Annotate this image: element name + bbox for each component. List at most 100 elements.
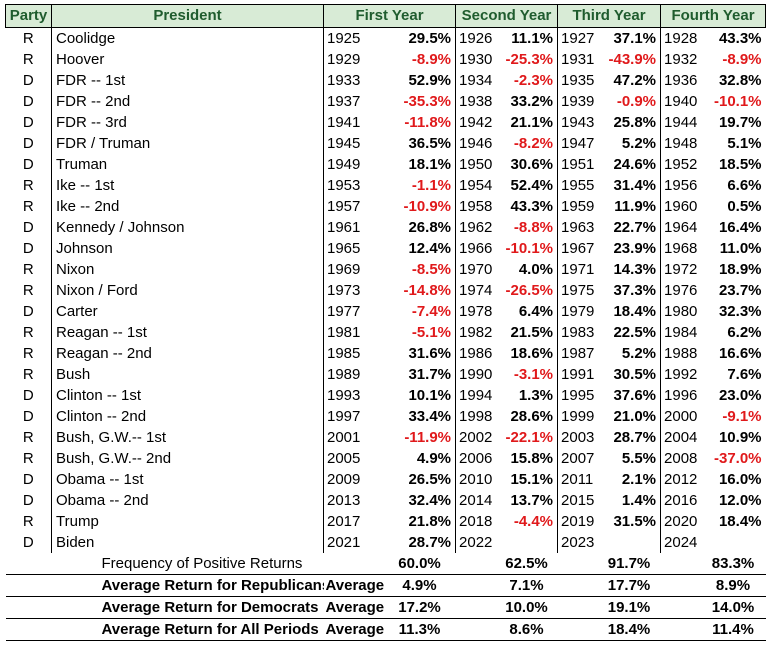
second-year-return: 30.6% <box>495 154 559 175</box>
fourth-year-return: 23.0% <box>718 386 762 404</box>
third-year: 1987 <box>561 344 595 362</box>
average-word: Average <box>323 618 384 641</box>
second-year: 2006 <box>459 449 493 467</box>
second-year: 2018 <box>459 512 493 530</box>
third-year-return: 31.4% <box>597 175 662 196</box>
first-year-return: 36.5% <box>383 133 457 154</box>
party-cell: R <box>22 449 34 467</box>
third-year: 1947 <box>561 134 595 152</box>
first-year-return: -7.4% <box>383 301 457 322</box>
second-year-return: 28.6% <box>495 406 559 427</box>
party-cell: D <box>22 470 34 488</box>
header-first-year: First Year <box>322 4 457 28</box>
fourth-year: 1976 <box>664 281 698 299</box>
first-year-return: 29.5% <box>383 27 457 49</box>
table-row: R Coolidge 1925 29.5% 1926 11.1% 1927 37.1% 1928… <box>6 27 766 49</box>
third-year-return: 25.8% <box>597 112 662 133</box>
average-label: Average Return for Democrats <box>51 596 324 619</box>
third-year-return: 5.5% <box>597 448 662 469</box>
fourth-year-return: 6.2% <box>727 323 762 341</box>
second-year: 1982 <box>459 323 493 341</box>
first-year: 1949 <box>327 155 361 173</box>
first-year-return: 26.5% <box>383 469 457 490</box>
fourth-year-return: 7.6% <box>727 365 762 383</box>
first-year-return: 32.4% <box>383 490 457 511</box>
frequency-row: Frequency of Positive Returns 60.0% 62.5… <box>6 553 766 575</box>
average-second: 7.1% <box>495 574 558 597</box>
party-cell: R <box>22 281 34 299</box>
fourth-year: 1944 <box>664 113 698 131</box>
party-cell: R <box>22 365 34 383</box>
first-year: 1985 <box>327 344 361 362</box>
fourth-year: 2016 <box>664 491 698 509</box>
second-year: 2002 <box>459 428 493 446</box>
frequency-third: 91.7% <box>607 554 651 572</box>
table-row: D Biden 2021 28.7% 2022 2023 2024 <box>6 532 766 553</box>
average-word: Average <box>323 574 384 597</box>
third-year-return: 11.9% <box>597 196 662 217</box>
second-year-return: 18.6% <box>495 343 559 364</box>
first-year: 1933 <box>327 71 361 89</box>
president-name: Ike -- 2nd <box>51 196 324 217</box>
average-label: Average Return for Republicans <box>51 574 324 597</box>
president-name: Obama -- 1st <box>51 469 324 490</box>
fourth-year: 1992 <box>664 365 698 383</box>
average-label: Average Return for All Periods <box>51 618 324 641</box>
fourth-year: 1956 <box>664 176 698 194</box>
president-name: Johnson <box>51 238 324 259</box>
first-year: 1989 <box>327 365 361 383</box>
first-year: 1977 <box>327 302 361 320</box>
table-row: D FDR -- 3rd 1941 -11.8% 1942 21.1% 1943 25.8% 1… <box>6 112 766 133</box>
president-name: Obama -- 2nd <box>51 490 324 511</box>
second-year: 2010 <box>459 470 493 488</box>
fourth-year: 1980 <box>664 302 698 320</box>
fourth-year-return: 12.0% <box>718 491 762 509</box>
party-cell: D <box>22 155 34 173</box>
president-name: Carter <box>51 301 324 322</box>
party-cell: R <box>22 29 34 47</box>
second-year: 1970 <box>459 260 493 278</box>
second-year-return: -8.8% <box>495 217 559 238</box>
returns-table-container: Party President First Year Second Year T… <box>5 4 767 641</box>
table-row: R Bush, G.W.-- 2nd 2005 4.9% 2006 15.8% 2007 5.… <box>6 448 766 469</box>
party-cell: R <box>22 176 34 194</box>
fourth-year-return: 16.0% <box>718 470 762 488</box>
first-year-return: 10.1% <box>383 385 457 406</box>
table-row: R Ike -- 1st 1953 -1.1% 1954 52.4% 1955 31.4% 19… <box>6 175 766 196</box>
second-year: 1942 <box>459 113 493 131</box>
fourth-year: 2024 <box>664 533 698 551</box>
first-year: 2001 <box>327 428 361 446</box>
table-row: R Nixon 1969 -8.5% 1970 4.0% 1971 14.3% 1972 18.9… <box>6 259 766 280</box>
table-row: D Truman 1949 18.1% 1950 30.6% 1951 24.6% 1952 18… <box>6 154 766 175</box>
second-year: 1946 <box>459 134 493 152</box>
first-year: 1925 <box>327 29 361 47</box>
president-name: Biden <box>51 532 324 553</box>
third-year: 1931 <box>561 50 595 68</box>
fourth-year-return: 19.7% <box>718 113 762 131</box>
first-year: 1969 <box>327 260 361 278</box>
second-year: 1958 <box>459 197 493 215</box>
third-year: 1951 <box>561 155 595 173</box>
third-year: 1955 <box>561 176 595 194</box>
fourth-year: 1928 <box>664 29 698 47</box>
fourth-year: 2008 <box>664 449 698 467</box>
fourth-year-return <box>701 532 766 553</box>
first-year: 2009 <box>327 470 361 488</box>
fourth-year: 1984 <box>664 323 698 341</box>
first-year-return: -8.9% <box>383 49 457 70</box>
third-year-return: 21.0% <box>597 406 662 427</box>
first-year: 1953 <box>327 176 361 194</box>
fourth-year: 1932 <box>664 50 698 68</box>
president-name: Reagan -- 2nd <box>51 343 324 364</box>
first-year-return: -1.1% <box>383 175 457 196</box>
third-year: 2019 <box>561 512 595 530</box>
third-year: 1975 <box>561 281 595 299</box>
average-second: 10.0% <box>495 596 558 619</box>
president-name: Bush, G.W.-- 1st <box>51 427 324 448</box>
president-name: Nixon / Ford <box>51 280 324 301</box>
average-first: 17.2% <box>383 596 456 619</box>
fourth-year-return: 43.3% <box>718 29 762 47</box>
fourth-year-return: 32.8% <box>718 71 762 89</box>
fourth-year-return: -10.1% <box>713 92 762 110</box>
second-year: 2014 <box>459 491 493 509</box>
